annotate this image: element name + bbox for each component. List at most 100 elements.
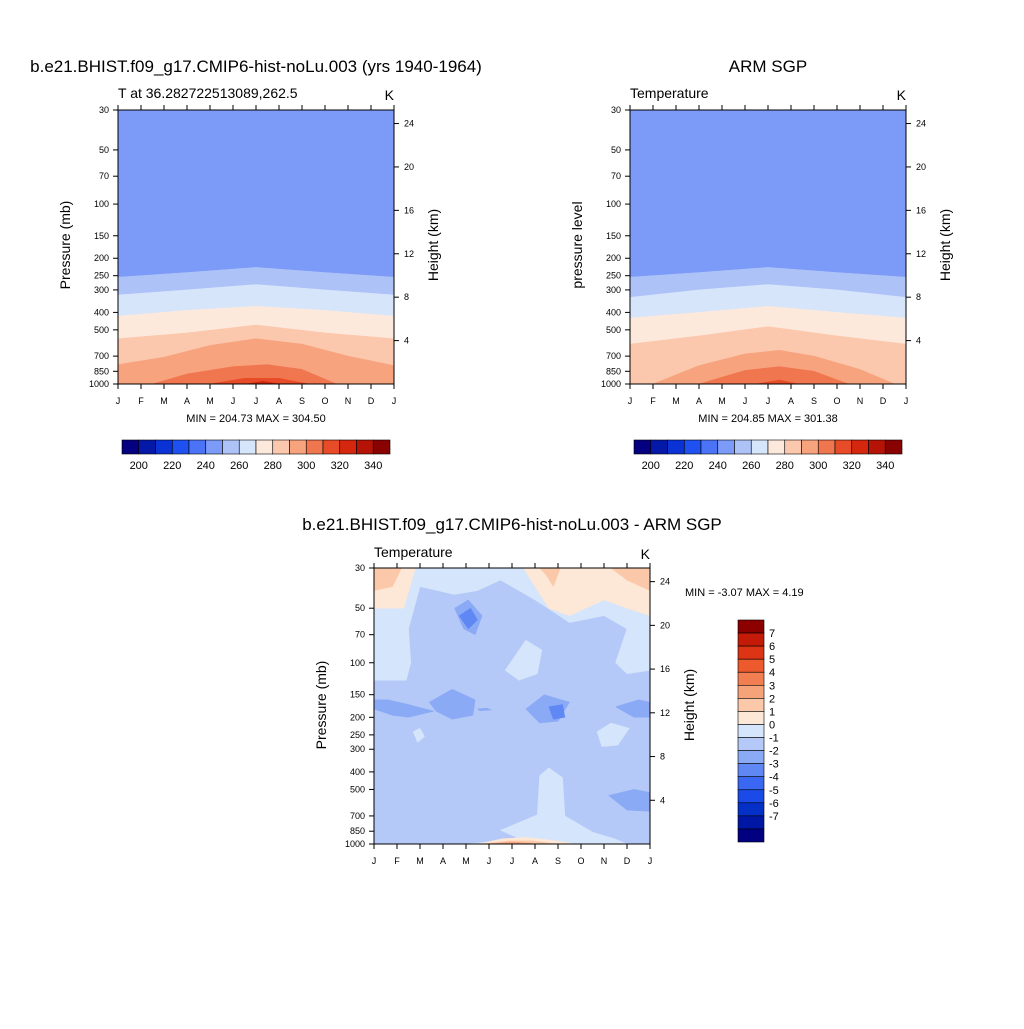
model-panel-title: b.e21.BHIST.f09_g17.CMIP6-hist-noLu.003 … [30,57,482,76]
colorbar-label: 300 [297,460,315,472]
colorbar-swatch [737,802,765,817]
colorbar-swatch [834,439,853,455]
x-tick-label: F [138,396,144,406]
y-tick-label: 1000 [601,379,621,389]
y-tick-label: 700 [350,811,365,821]
colorbar-swatch [737,632,765,647]
y2-tick-label: 20 [404,162,414,172]
colorbar-label: 220 [163,460,181,472]
contour-region [118,338,394,384]
contour-region [209,378,309,384]
y-tick-label: 200 [606,253,621,263]
colorbar-swatch [650,439,668,455]
colorbar-label: 6 [769,641,775,653]
colorbar-swatch [737,698,765,712]
x-tick-label: D [880,396,887,406]
colorbar-label: 340 [876,460,894,472]
y-tick-label: 30 [99,105,109,115]
y2-tick-label: 24 [916,119,926,129]
y-tick-label: 400 [94,307,109,317]
colorbar-swatch [737,645,765,660]
x-tick-label: F [650,396,656,406]
y-tick-label: 150 [606,231,621,241]
colorbar-label: 220 [675,460,693,472]
colorbar-label: 0 [769,719,775,731]
y-tick-label: 850 [350,826,365,836]
colorbar-swatch [737,789,765,804]
colorbar-label: -6 [769,798,779,810]
colorbar-label: 280 [264,460,282,472]
contour-region [596,722,630,747]
y-tick-label: 50 [99,145,109,155]
y-tick-label: 50 [611,145,621,155]
colorbar-label: 340 [364,460,382,472]
colorbar-swatch [305,439,324,455]
colorbar-label: -5 [769,785,779,797]
contour-region [246,380,280,384]
contour-region [548,704,566,720]
colorbar-label: 2 [769,693,775,705]
colorbar-swatch [734,439,752,455]
x-tick-label: A [532,856,538,866]
colorbar-label: 1 [769,706,775,718]
colorbar-swatch [339,439,357,455]
colorbar-swatch [121,439,140,455]
y-tick-label: 150 [94,231,109,241]
colorbar-swatch [322,439,341,455]
model-y2-axis-label: Height (km) [425,209,441,281]
model-y-axis-label: Pressure (mb) [57,201,73,290]
x-tick-label: O [833,396,840,406]
y-tick-label: 200 [350,712,365,722]
contour-region [630,110,906,278]
y2-tick-label: 12 [916,249,926,259]
x-tick-label: D [368,396,375,406]
obs-min-max-stats: MIN = 204.85 MAX = 301.38 [698,413,837,425]
contour-field [118,110,394,384]
colorbar-swatch [683,439,702,455]
colorbar-swatch [155,439,173,455]
y-tick-label: 1000 [89,379,109,389]
colorbar-swatch [737,763,765,778]
colorbar-swatch [272,439,290,455]
colorbar-swatch [868,439,886,455]
y-tick-label: 250 [350,730,365,740]
x-tick-label: M [416,856,424,866]
colorbar-label: -7 [769,811,779,823]
diff-min-max-stats: MIN = -3.07 MAX = 4.19 [685,587,804,599]
colorbar-swatch [717,439,735,455]
obs-subtitle-right: K [897,87,907,103]
colorbar-label: 3 [769,680,775,692]
colorbar-swatch [737,828,765,843]
x-tick-label: J [372,856,377,866]
model-panel: T at 36.282722513089,262.5 K Pressure (m… [57,85,441,472]
y-tick-label: 70 [611,171,621,181]
contour-region [374,699,434,718]
x-tick-label: J [510,856,515,866]
colorbar-label: 4 [769,667,775,679]
x-tick-label: J [254,396,259,406]
x-tick-label: M [160,396,168,406]
x-tick-label: J [766,396,771,406]
x-tick-label: O [321,396,328,406]
contour-region [499,767,628,844]
colorbar-swatch [737,815,765,830]
contour-region [539,568,561,588]
diff-subtitle-left: Temperature [374,544,453,560]
x-tick-label: S [555,856,561,866]
y2-tick-label: 20 [916,162,926,172]
model-min-max-stats: MIN = 204.73 MAX = 304.50 [186,413,325,425]
colorbar-swatch [737,711,765,725]
contour-region [152,364,337,384]
y-tick-label: 300 [606,285,621,295]
y2-tick-label: 8 [404,292,409,302]
y-tick-label: 300 [94,285,109,295]
x-tick-label: J [392,396,397,406]
colorbar-swatch [205,439,223,455]
model-subtitle-right: K [385,87,395,103]
colorbar: 200 220 240 260 280 300 320 340 [121,439,391,472]
colorbar-swatch [851,439,869,455]
colorbar-label: 320 [331,460,349,472]
y-tick-label: 250 [606,271,621,281]
contour-region [458,607,478,630]
